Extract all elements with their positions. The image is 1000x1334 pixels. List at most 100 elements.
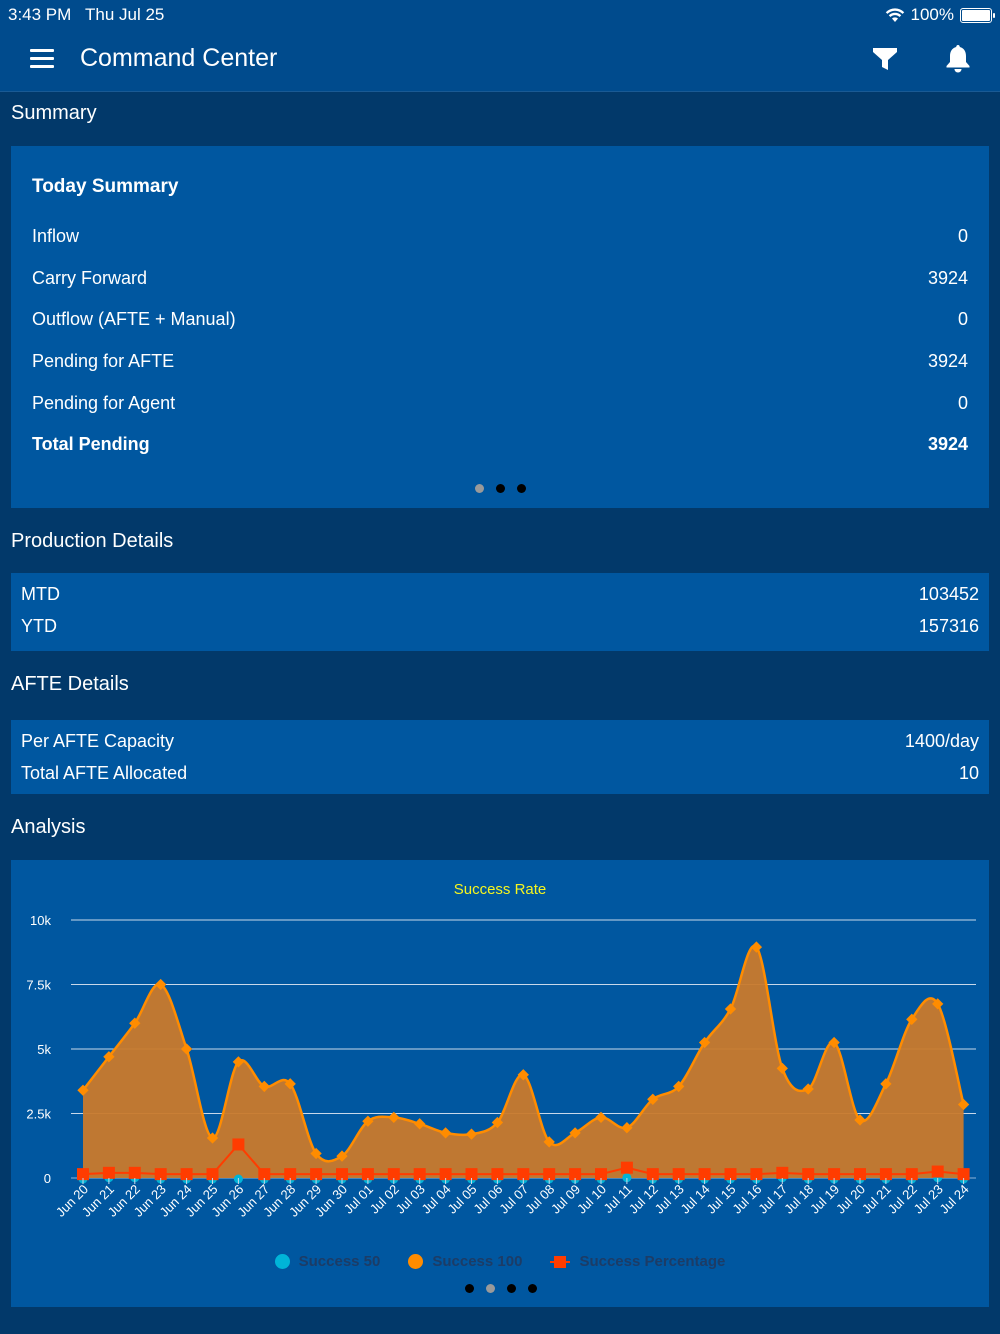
success-percentage-point (517, 1168, 530, 1181)
today-summary-heading: Today Summary (32, 176, 179, 197)
next-section-peek (0, 1320, 1000, 1334)
summary-row-total: Total Pending 3924 (32, 434, 968, 458)
success-percentage-point (310, 1168, 323, 1181)
success-percentage-point (284, 1168, 297, 1181)
y-tick-label: 5k (37, 1042, 51, 1057)
bell-icon[interactable] (944, 43, 972, 73)
success-percentage-point (439, 1168, 452, 1181)
success-100-point (414, 1118, 426, 1130)
x-tick-label: Jul 10 (574, 1182, 609, 1217)
success-100-point (336, 1150, 348, 1162)
afte-row: Total AFTE Allocated 10 (21, 763, 979, 787)
y-tick-label: 0 (44, 1171, 51, 1186)
success-percentage-point (569, 1168, 582, 1181)
status-time: 3:43 PM (8, 5, 72, 24)
production-details-card: MTD 103452 YTD 157316 (11, 573, 989, 651)
success-100-point (750, 941, 763, 953)
success-percentage-point (646, 1168, 659, 1181)
y-tick-label: 7.5k (26, 978, 51, 993)
chart-pager-dot[interactable] (465, 1284, 474, 1293)
chart-pager-dot[interactable] (528, 1284, 537, 1293)
success-percentage-point (543, 1168, 556, 1181)
success-100-point (206, 1132, 219, 1144)
success-percentage-point (750, 1168, 763, 1181)
success-percentage-point (77, 1168, 89, 1181)
success-percentage-point (879, 1168, 892, 1181)
success-rate-chart-card[interactable]: Success Rate 0 2.5k 5k 7.5k 10k Jun 20 Jun 21 J… (11, 860, 989, 1307)
success-percentage-point (154, 1168, 167, 1181)
summary-row: Pending for AFTE 3924 (32, 351, 968, 375)
today-summary-card[interactable]: Today Summary Inflow 0 Carry Forward 392… (11, 146, 989, 508)
legend-success-percentage-marker (550, 1255, 571, 1269)
success-percentage-point (336, 1168, 348, 1181)
summary-row-value: 0 (957, 309, 968, 329)
success-100-point (310, 1147, 322, 1160)
legend-success-100[interactable]: Success 100 (408, 1253, 522, 1270)
success-percentage-point (672, 1168, 685, 1181)
success-percentage-point (413, 1168, 426, 1181)
legend-success-percentage-label: Success Percentage (579, 1253, 726, 1270)
success-100-point (932, 998, 944, 1010)
legend-success-50[interactable]: Success 50 (274, 1253, 381, 1270)
legend-success-50-label: Success 50 (298, 1253, 381, 1270)
summary-row-value: 0 (957, 226, 968, 246)
summary-pager-dot[interactable] (475, 484, 484, 493)
success-percentage-point (258, 1168, 271, 1181)
status-date: Thu Jul 25 (85, 5, 165, 24)
production-section-title: Production Details (11, 530, 174, 552)
success-percentage-point (232, 1138, 245, 1151)
nav-bar: Command Center (0, 28, 1000, 92)
success-percentage-point (828, 1168, 841, 1181)
summary-row-label: Pending for AFTE (32, 351, 175, 371)
analysis-section-title: Analysis (11, 816, 86, 838)
summary-row-label: Outflow (AFTE + Manual) (32, 309, 236, 329)
summary-pager-dot[interactable] (517, 484, 526, 493)
summary-row-label: Total Pending (32, 434, 150, 454)
success-percentage-point (905, 1168, 918, 1181)
chart-pager (465, 1284, 537, 1293)
success-percentage-point (361, 1168, 374, 1181)
y-tick-label: 10k (30, 913, 51, 928)
production-row: YTD 157316 (21, 616, 979, 640)
chart-pager-dot[interactable] (507, 1284, 516, 1293)
hamburger-menu-icon[interactable] (30, 49, 54, 68)
summary-row-label: Carry Forward (32, 268, 148, 288)
success-100-line (82, 944, 965, 1163)
summary-row-value: 3924 (927, 268, 968, 288)
chart-pager-dot[interactable] (486, 1284, 495, 1293)
legend-success-50-marker (274, 1254, 290, 1269)
afte-section-title: AFTE Details (11, 673, 129, 695)
success-100-point (180, 1043, 193, 1055)
summary-row: Outflow (AFTE + Manual) 0 (32, 309, 968, 333)
legend-success-percentage[interactable]: Success Percentage (550, 1253, 725, 1270)
y-tick-label: 2.5k (26, 1107, 51, 1122)
filter-icon[interactable] (871, 45, 899, 73)
summary-section-title: Summary (11, 102, 97, 124)
success-100-point (621, 1122, 633, 1134)
success-100-point (854, 1114, 866, 1126)
production-row-value: 157316 (918, 616, 979, 636)
success-percentage-point (854, 1168, 866, 1181)
afte-row: Per AFTE Capacity 1400/day (21, 731, 979, 755)
legend-success-100-marker (408, 1254, 424, 1269)
success-percentage-point (206, 1168, 219, 1181)
production-row-value: 103452 (918, 584, 979, 604)
legend-success-100-label: Success 100 (432, 1253, 523, 1270)
success-100-area (83, 945, 964, 1178)
production-row: MTD 103452 (21, 584, 979, 608)
production-row-label: YTD (21, 616, 57, 636)
success-percentage-point (128, 1166, 141, 1179)
afte-row-label: Per AFTE Capacity (21, 731, 175, 751)
chart-legend: Success 50 Success 100 Success Percentag… (11, 1253, 989, 1270)
success-percentage-point (387, 1168, 400, 1181)
success-100-point (362, 1115, 374, 1127)
success-percentage-point (102, 1166, 115, 1179)
summary-pager-dot[interactable] (496, 484, 505, 493)
status-right: 100% (885, 5, 995, 25)
success-50-point (622, 1173, 632, 1183)
success-percentage-point (491, 1168, 504, 1181)
page-title: Command Center (80, 44, 278, 72)
success-percentage-point (724, 1168, 737, 1181)
success-100-point (465, 1128, 478, 1140)
